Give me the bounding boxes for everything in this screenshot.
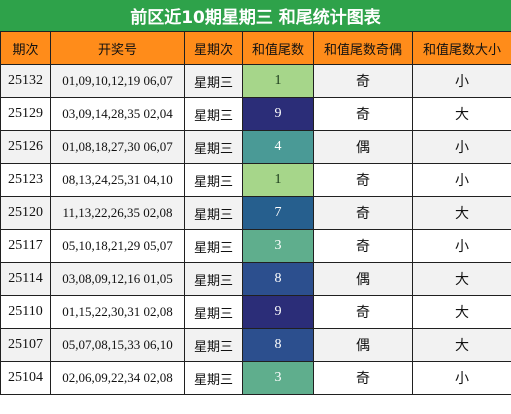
table-row: 25117 05,10,18,21,29 05,07 星期三 3 奇小	[0, 229, 511, 263]
size-cell: 大	[412, 196, 511, 230]
numbers-cell: 05,10,18,21,29 05,07	[50, 229, 185, 263]
tail-cell: 8	[242, 328, 314, 362]
header-size: 和值尾数大小	[412, 31, 511, 65]
size-cell: 小	[412, 361, 511, 395]
parity-cell: 奇	[313, 196, 413, 230]
day-cell: 星期三	[184, 295, 243, 329]
table-row: 25120 11,13,22,26,35 02,08 星期三 7 奇大	[0, 196, 511, 230]
parity-cell: 奇	[313, 163, 413, 197]
parity-cell: 奇	[313, 295, 413, 329]
day-cell: 星期三	[184, 262, 243, 296]
parity-cell: 奇	[313, 97, 413, 131]
issue-cell: 25129	[0, 97, 51, 131]
numbers-cell: 11,13,22,26,35 02,08	[50, 196, 185, 230]
tail-cell: 7	[242, 196, 314, 230]
issue-cell: 25123	[0, 163, 51, 197]
day-cell: 星期三	[184, 328, 243, 362]
day-cell: 星期三	[184, 130, 243, 164]
issue-cell: 25107	[0, 328, 51, 362]
header-row: 期次 开奖号 星期次 和值尾数 和值尾数奇偶 和值尾数大小	[0, 31, 511, 65]
table-row: 25129 03,09,14,28,35 02,04 星期三 9 奇大	[0, 97, 511, 131]
header-day: 星期次	[184, 31, 243, 65]
size-cell: 大	[412, 262, 511, 296]
size-cell: 小	[412, 130, 511, 164]
issue-cell: 25117	[0, 229, 51, 263]
size-cell: 大	[412, 97, 511, 131]
issue-cell: 25132	[0, 64, 51, 98]
parity-cell: 奇	[313, 64, 413, 98]
numbers-cell: 01,09,10,12,19 06,07	[50, 64, 185, 98]
day-cell: 星期三	[184, 229, 243, 263]
size-cell: 大	[412, 295, 511, 329]
numbers-cell: 01,08,18,27,30 06,07	[50, 130, 185, 164]
tail-cell: 9	[242, 97, 314, 131]
tail-cell: 9	[242, 295, 314, 329]
table-row: 25132 01,09,10,12,19 06,07 星期三 1 奇小	[0, 64, 511, 98]
day-cell: 星期三	[184, 196, 243, 230]
numbers-cell: 03,09,14,28,35 02,04	[50, 97, 185, 131]
day-cell: 星期三	[184, 361, 243, 395]
day-cell: 星期三	[184, 163, 243, 197]
parity-cell: 奇	[313, 361, 413, 395]
issue-cell: 25114	[0, 262, 51, 296]
table-body: 25132 01,09,10,12,19 06,07 星期三 1 奇小 25129 03,0…	[0, 64, 511, 395]
table-row: 25110 01,15,22,30,31 02,08 星期三 9 奇大	[0, 295, 511, 329]
stats-table: 期次 开奖号 星期次 和值尾数 和值尾数奇偶 和值尾数大小 25132 01,09…	[0, 31, 511, 395]
day-cell: 星期三	[184, 64, 243, 98]
tail-cell: 1	[242, 64, 314, 98]
tail-cell: 1	[242, 163, 314, 197]
numbers-cell: 02,06,09,22,34 02,08	[50, 361, 185, 395]
table-row: 25107 05,07,08,15,33 06,10 星期三 8 偶大	[0, 328, 511, 362]
header-parity: 和值尾数奇偶	[313, 31, 413, 65]
numbers-cell: 01,15,22,30,31 02,08	[50, 295, 185, 329]
parity-cell: 奇	[313, 229, 413, 263]
header-numbers: 开奖号	[50, 31, 185, 65]
tail-cell: 4	[242, 130, 314, 164]
numbers-cell: 05,07,08,15,33 06,10	[50, 328, 185, 362]
day-cell: 星期三	[184, 97, 243, 131]
size-cell: 小	[412, 64, 511, 98]
chart-title: 前区近10期星期三 和尾统计图表	[0, 0, 511, 31]
size-cell: 小	[412, 163, 511, 197]
parity-cell: 偶	[313, 130, 413, 164]
size-cell: 大	[412, 328, 511, 362]
issue-cell: 25104	[0, 361, 51, 395]
header-issue: 期次	[0, 31, 51, 65]
issue-cell: 25120	[0, 196, 51, 230]
numbers-cell: 08,13,24,25,31 04,10	[50, 163, 185, 197]
table-row: 25123 08,13,24,25,31 04,10 星期三 1 奇小	[0, 163, 511, 197]
tail-cell: 3	[242, 361, 314, 395]
table-row: 25126 01,08,18,27,30 06,07 星期三 4 偶小	[0, 130, 511, 164]
parity-cell: 偶	[313, 328, 413, 362]
parity-cell: 偶	[313, 262, 413, 296]
header-tail: 和值尾数	[242, 31, 314, 65]
tail-cell: 3	[242, 229, 314, 263]
issue-cell: 25110	[0, 295, 51, 329]
table-row: 25104 02,06,09,22,34 02,08 星期三 3 奇小	[0, 361, 511, 395]
issue-cell: 25126	[0, 130, 51, 164]
table-row: 25114 03,08,09,12,16 01,05 星期三 8 偶大	[0, 262, 511, 296]
tail-cell: 8	[242, 262, 314, 296]
numbers-cell: 03,08,09,12,16 01,05	[50, 262, 185, 296]
size-cell: 小	[412, 229, 511, 263]
